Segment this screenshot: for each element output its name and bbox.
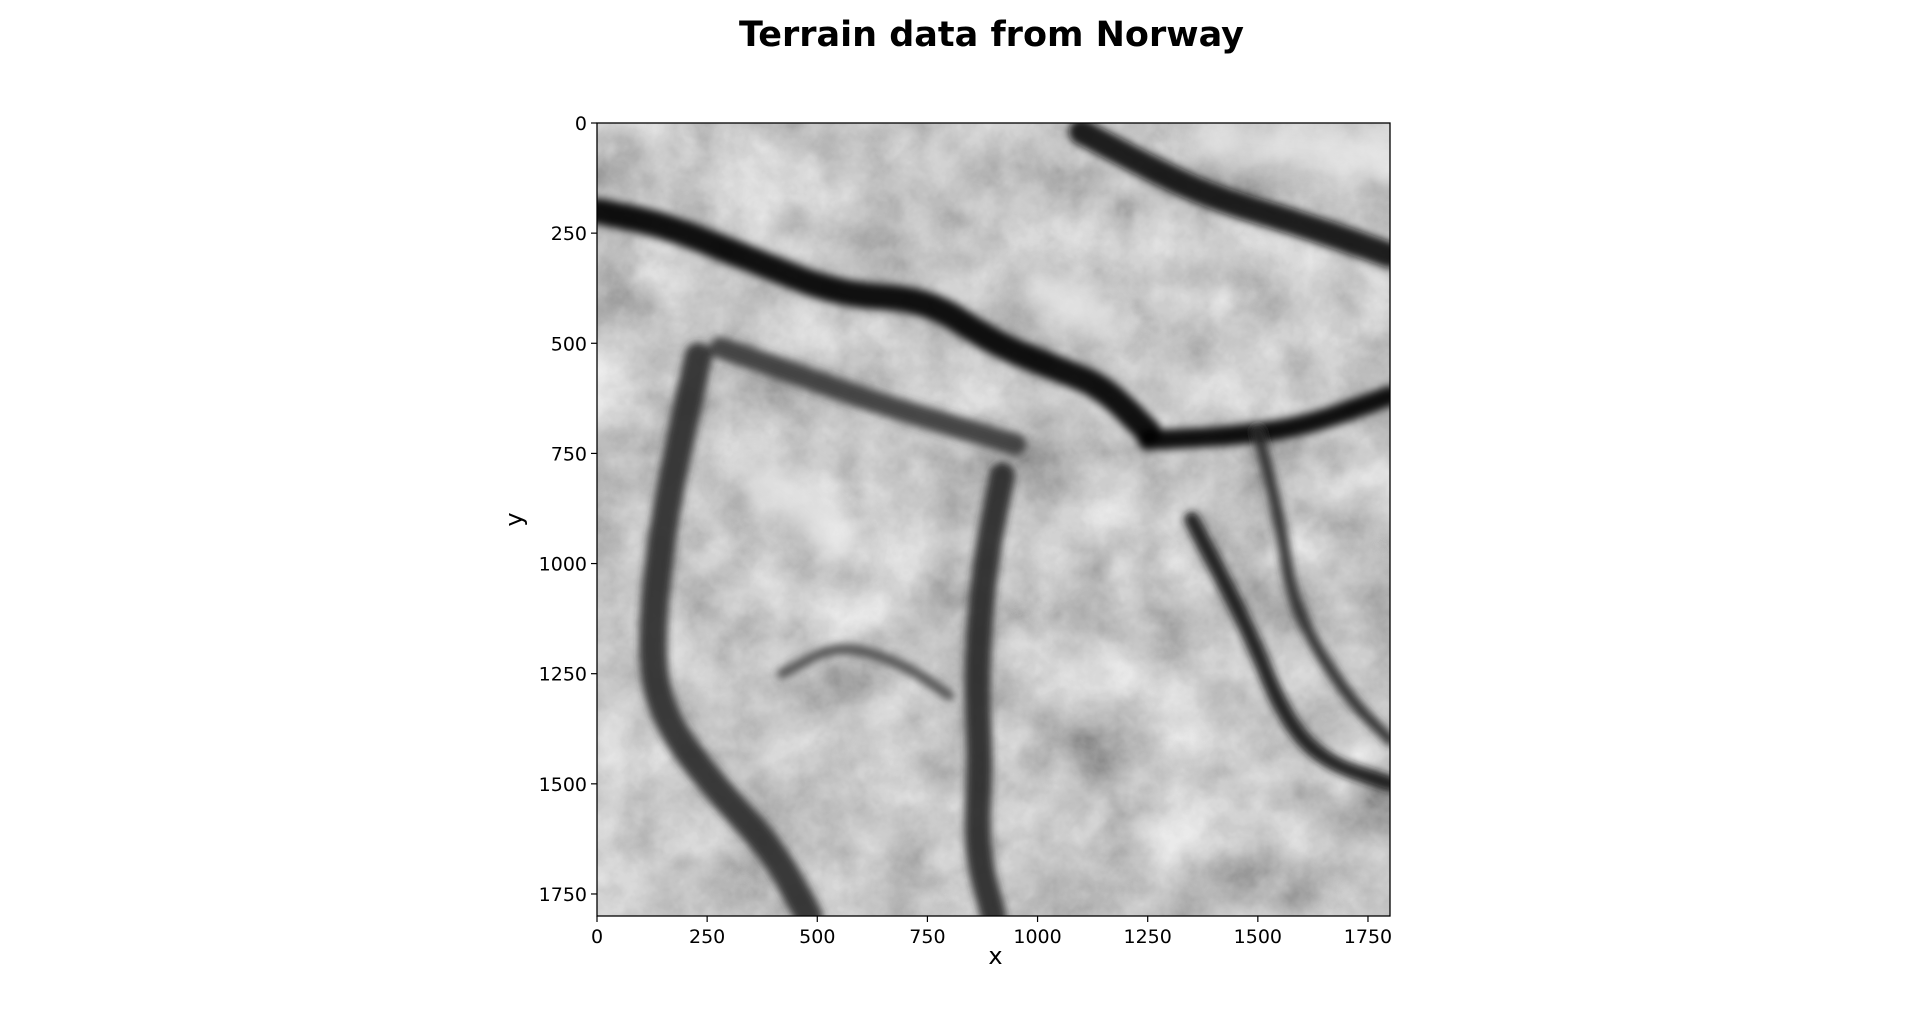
y-tick-label: 0 xyxy=(575,113,587,135)
terrain-image xyxy=(597,123,1390,916)
x-tick-label: 0 xyxy=(591,926,603,948)
y-tick-label: 1750 xyxy=(539,884,587,906)
bright-ridges xyxy=(731,123,1390,562)
y-axis: 0 250 500 750 1000 1250 1500 1750 xyxy=(539,113,597,906)
dark-valley-2 xyxy=(1068,123,1390,269)
y-tick-label: 250 xyxy=(551,223,587,245)
dark-valley-4 xyxy=(709,336,1027,456)
dark-valley-1 xyxy=(597,198,1161,445)
dark-valley-6 xyxy=(639,342,823,916)
x-tick-label: 500 xyxy=(799,926,835,948)
y-tick-label: 1500 xyxy=(539,774,587,796)
x-tick-label: 250 xyxy=(689,926,725,948)
bright-ridge-2 xyxy=(731,455,860,562)
y-tick-label: 750 xyxy=(551,443,587,465)
y-tick-label: 500 xyxy=(551,333,587,355)
dark-valley-8 xyxy=(1251,425,1390,746)
dark-valley-9 xyxy=(777,644,955,701)
y-axis-label: y xyxy=(500,512,528,526)
dark-valley-7 xyxy=(1183,511,1390,792)
dark-valleys xyxy=(597,123,1390,916)
plot-frame xyxy=(596,122,1391,917)
x-tick-label: 1000 xyxy=(1013,926,1061,948)
chart-title: Terrain data from Norway xyxy=(739,15,1244,55)
x-axis-label: x xyxy=(988,942,1002,970)
y-tick-label: 1250 xyxy=(539,664,587,686)
x-tick-label: 1500 xyxy=(1234,926,1282,948)
bright-ridge-3 xyxy=(1017,270,1124,342)
dark-valley-5 xyxy=(964,462,1016,916)
y-tick-label: 1000 xyxy=(539,554,587,576)
x-tick-label: 1250 xyxy=(1124,926,1172,948)
dark-valley-3 xyxy=(1137,386,1390,451)
x-axis: 0 250 500 750 1000 1250 1500 1750 xyxy=(591,916,1392,948)
bright-ridge-1 xyxy=(1193,123,1390,179)
x-tick-label: 750 xyxy=(909,926,945,948)
x-tick-label: 1750 xyxy=(1344,926,1392,948)
